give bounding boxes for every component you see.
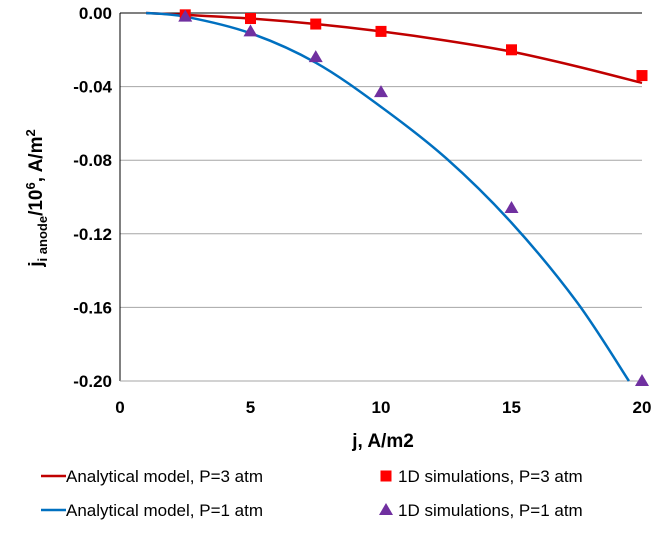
series-line [145,11,630,382]
legend: Analytical model, P=3 atm 1D simulations,… [41,467,583,520]
legend-entry: Analytical model, P=3 atm [41,467,263,486]
legend-label: 1D simulations, P=1 atm [398,501,583,520]
legend-label: Analytical model, P=3 atm [66,467,263,486]
x-tick-label: 0 [115,398,124,417]
y-axis-title-sup1: 6 [23,182,38,189]
legend-label: 1D simulations, P=3 atm [398,467,583,486]
data-point [243,24,258,37]
x-tick-label: 10 [372,398,391,417]
y-tick-label: -0.08 [73,151,112,170]
y-tick-labels: 0.00 -0.04 -0.08 -0.12 -0.16 -0.20 [73,4,112,391]
y-tick-label: -0.20 [73,372,112,391]
y-axis-title-sub: i anode [35,216,50,262]
y-tick-label: -0.04 [73,78,112,97]
data-point [245,13,256,25]
y-axis-title-main: j [26,261,47,267]
legend-swatch [379,503,393,515]
x-tick-label: 5 [246,398,255,417]
y-axis-title-mid: /10 [26,190,47,216]
data-point [308,50,323,63]
legend-entry: 1D simulations, P=1 atm [379,501,583,520]
x-tick-label: 15 [502,398,521,417]
y-axis-title-sup2: 2 [23,129,38,136]
x-tick-label: 20 [633,398,652,417]
y-tick-label: 0.00 [79,4,112,23]
data-point [375,25,387,37]
x-axis-title: j, A/m2 [351,431,414,452]
axes [119,12,642,382]
y-axis-title-unit: , A/m [26,137,47,183]
data-point [504,201,519,214]
legend-entry: Analytical model, P=1 atm [41,501,263,520]
series-layer [145,9,649,386]
legend-swatch [380,470,392,482]
legend-entry: 1D simulations, P=3 atm [380,467,583,486]
data-point [636,70,648,82]
y-tick-label: -0.12 [73,225,112,244]
gridlines [120,86,642,308]
legend-label: Analytical model, P=1 atm [66,501,263,520]
x-tick-labels: 0 5 10 15 20 [115,398,651,417]
y-tick-label: -0.16 [73,298,112,317]
y-axis-title: ji anode/106, A/m2 [23,129,50,267]
data-point [178,9,193,22]
data-point [506,44,517,56]
data-point [635,374,649,386]
data-point [310,18,322,30]
data-point [374,85,388,98]
